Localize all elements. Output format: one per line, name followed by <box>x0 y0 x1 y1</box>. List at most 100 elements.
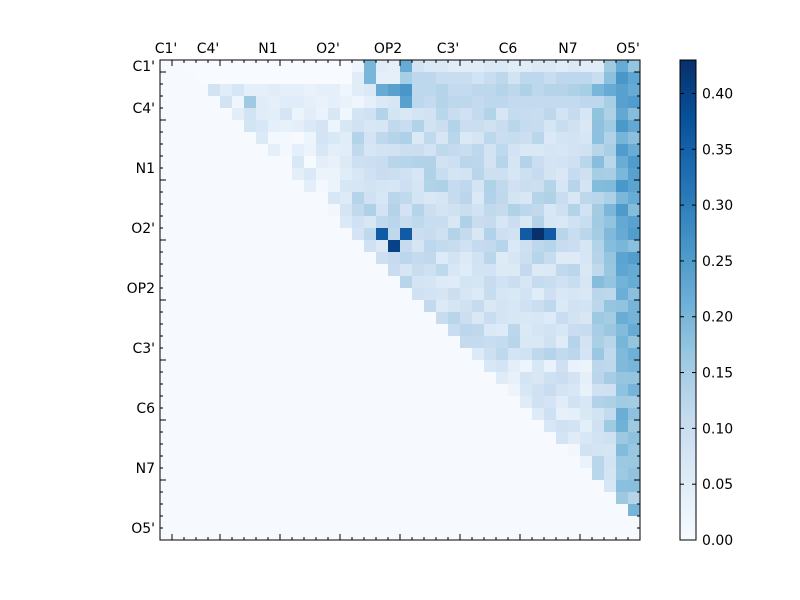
heatmap-cell <box>340 132 353 145</box>
heatmap-cell <box>364 180 377 193</box>
heatmap-cell <box>220 72 233 85</box>
heatmap-cell <box>628 144 641 157</box>
heatmap-cell <box>292 456 305 469</box>
heatmap-cell <box>544 384 557 397</box>
heatmap-cell <box>388 156 401 169</box>
x-tick-label: O2' <box>316 41 340 57</box>
heatmap-cell <box>388 408 401 421</box>
heatmap-cell <box>376 324 389 337</box>
heatmap-cell <box>592 276 605 289</box>
heatmap-cell <box>556 420 569 433</box>
heatmap-cell <box>340 396 353 409</box>
heatmap-cell <box>316 84 329 97</box>
heatmap-cell <box>556 432 569 445</box>
heatmap-cell <box>208 300 221 313</box>
heatmap-cell <box>448 276 461 289</box>
heatmap-cell <box>328 480 341 493</box>
heatmap-cell <box>448 492 461 505</box>
heatmap-cell <box>604 144 617 157</box>
heatmap-cell <box>604 432 617 445</box>
heatmap-cell <box>532 72 545 85</box>
heatmap-cell <box>556 228 569 241</box>
heatmap-cell <box>580 528 593 541</box>
heatmap-cell <box>160 228 173 241</box>
heatmap-cell <box>244 84 257 97</box>
heatmap-cell <box>436 432 449 445</box>
heatmap-cell <box>448 504 461 517</box>
heatmap-cell <box>280 204 293 217</box>
heatmap-cell <box>196 60 209 73</box>
heatmap-cell <box>448 60 461 73</box>
heatmap-cell <box>448 108 461 121</box>
heatmap-cell <box>388 204 401 217</box>
heatmap-cell <box>544 312 557 325</box>
heatmap-cell <box>256 408 269 421</box>
heatmap-cell <box>340 108 353 121</box>
heatmap-cell <box>352 492 365 505</box>
heatmap-cell <box>472 348 485 361</box>
heatmap-cell <box>172 240 185 253</box>
heatmap-cell <box>460 168 473 181</box>
heatmap-cell <box>460 324 473 337</box>
heatmap-cell <box>544 468 557 481</box>
heatmap-cell <box>292 300 305 313</box>
heatmap-cell <box>436 300 449 313</box>
heatmap-cell <box>460 312 473 325</box>
heatmap-cell <box>424 516 437 529</box>
heatmap-cell <box>556 492 569 505</box>
heatmap-cell <box>184 72 197 85</box>
heatmap-cell <box>508 192 521 205</box>
heatmap-cell <box>604 204 617 217</box>
heatmap-cell <box>568 516 581 529</box>
heatmap-cell <box>460 228 473 241</box>
heatmap-cell <box>568 396 581 409</box>
heatmap-cell <box>544 276 557 289</box>
heatmap-cell <box>304 348 317 361</box>
heatmap-cell <box>628 312 641 325</box>
heatmap-cell <box>268 60 281 73</box>
heatmap-cell <box>184 264 197 277</box>
heatmap-cell <box>256 276 269 289</box>
heatmap-cell <box>424 456 437 469</box>
heatmap-cell <box>232 480 245 493</box>
heatmap-cell <box>196 312 209 325</box>
heatmap-cell <box>412 528 425 541</box>
heatmap-cell <box>352 420 365 433</box>
heatmap-cell <box>556 144 569 157</box>
heatmap-cell <box>592 504 605 517</box>
heatmap-cell <box>460 492 473 505</box>
heatmap-cell <box>508 444 521 457</box>
heatmap-cell <box>496 120 509 133</box>
heatmap-cell <box>364 408 377 421</box>
heatmap-cell <box>292 528 305 541</box>
heatmap-cell <box>292 120 305 133</box>
heatmap-cell <box>412 204 425 217</box>
heatmap-cell <box>388 420 401 433</box>
y-tick-label: O2' <box>131 221 155 237</box>
heatmap-cell <box>424 168 437 181</box>
heatmap-cell <box>256 432 269 445</box>
heatmap-cell <box>388 444 401 457</box>
heatmap-cell <box>292 228 305 241</box>
heatmap-cell <box>592 336 605 349</box>
axis-ticks <box>159 59 641 541</box>
heatmap-cell <box>460 468 473 481</box>
heatmap-cell <box>484 168 497 181</box>
heatmap-cell <box>496 84 509 97</box>
heatmap-cell <box>280 216 293 229</box>
heatmap-cell <box>292 372 305 385</box>
heatmap-cell <box>424 180 437 193</box>
heatmap-cell <box>268 72 281 85</box>
heatmap-cell <box>520 108 533 121</box>
heatmap-cell <box>388 108 401 121</box>
heatmap-cell <box>196 72 209 85</box>
heatmap-cell <box>472 96 485 109</box>
heatmap-cell <box>340 492 353 505</box>
heatmap-cell <box>244 312 257 325</box>
heatmap-cell <box>436 240 449 253</box>
heatmap-cell <box>484 240 497 253</box>
heatmap-cell <box>496 468 509 481</box>
heatmap-cell <box>208 96 221 109</box>
heatmap-cell <box>316 180 329 193</box>
heatmap-cell <box>592 252 605 265</box>
